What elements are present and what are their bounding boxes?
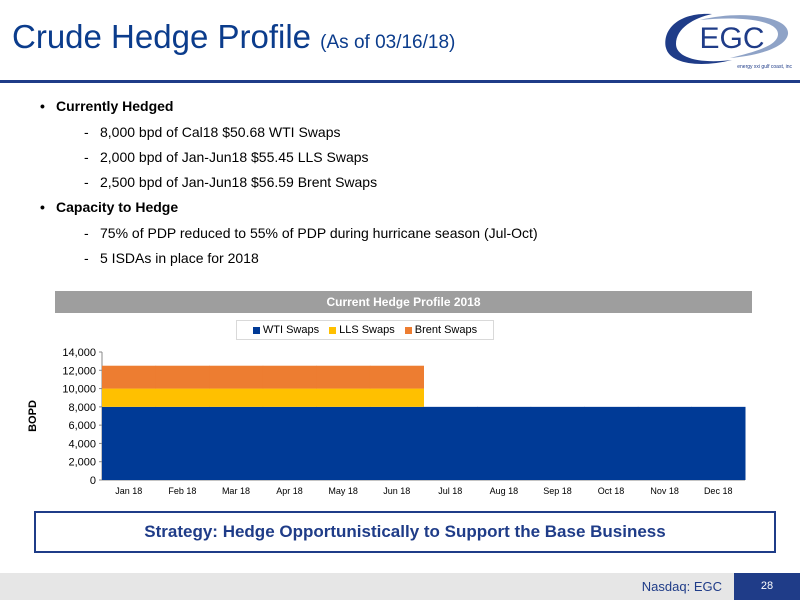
svg-text:EGC: EGC — [699, 22, 764, 55]
bar-lls-swaps — [155, 388, 210, 407]
y-tick-label: 8,000 — [68, 402, 96, 414]
bar-wti-swaps — [262, 406, 317, 480]
legend-item-lls: LLS Swaps — [329, 324, 395, 336]
bar-wti-swaps — [423, 406, 478, 480]
sub-bullet: -5 ISDAs in place for 2018 — [84, 250, 259, 266]
chart-title: Current Hedge Profile 2018 — [55, 291, 752, 313]
x-tick-label: May 18 — [328, 486, 358, 496]
bar-brent-swaps — [369, 365, 424, 389]
page-number: 28 — [734, 573, 800, 600]
y-tick-label: 4,000 — [68, 438, 96, 450]
legend-swatch — [404, 326, 412, 334]
bar-wti-swaps — [209, 406, 264, 480]
bar-wti-swaps — [316, 406, 371, 480]
bullet-currently-hedged: • Currently Hedged — [40, 97, 780, 123]
chart-legend: WTI Swaps LLS Swaps Brent Swaps — [236, 320, 494, 340]
bar-wti-swaps — [155, 406, 210, 480]
sub-bullet: -2,000 bpd of Jan-Jun18 $55.45 LLS Swaps — [84, 149, 369, 165]
x-tick-label: Aug 18 — [490, 486, 519, 496]
bar-lls-swaps — [102, 388, 157, 407]
bar-lls-swaps — [262, 388, 317, 407]
footer: Nasdaq: EGC 28 — [0, 573, 800, 600]
y-tick-label: 0 — [90, 475, 96, 487]
bar-brent-swaps — [262, 365, 317, 389]
bar-lls-swaps — [209, 388, 264, 407]
y-tick-label: 10,000 — [62, 384, 96, 396]
bar-wti-swaps — [477, 406, 532, 480]
y-tick-label: 2,000 — [68, 457, 96, 469]
legend-item-wti: WTI Swaps — [252, 324, 319, 336]
legend-swatch — [329, 326, 337, 334]
svg-text:energy xxi gulf coast, inc: energy xxi gulf coast, inc — [737, 64, 792, 70]
y-tick-label: 6,000 — [68, 420, 96, 432]
bar-lls-swaps — [369, 388, 424, 407]
x-tick-label: Jul 18 — [438, 486, 462, 496]
x-tick-label: Jun 18 — [383, 486, 410, 496]
footer-ticker: Nasdaq: EGC — [641, 579, 722, 594]
bar-brent-swaps — [102, 365, 157, 389]
bar-wti-swaps — [102, 406, 157, 480]
x-tick-label: Nov 18 — [650, 486, 679, 496]
x-tick-label: Oct 18 — [598, 486, 625, 496]
y-tick-label: 12,000 — [62, 365, 96, 377]
x-tick-label: Jan 18 — [115, 486, 142, 496]
bar-brent-swaps — [209, 365, 264, 389]
page-title: Crude Hedge Profile (As of 03/16/18) — [12, 18, 455, 56]
x-tick-label: Sep 18 — [543, 486, 572, 496]
y-tick-label: 14,000 — [62, 347, 96, 359]
header-rule — [0, 80, 800, 83]
bar-brent-swaps — [155, 365, 210, 389]
bar-wti-swaps — [584, 406, 639, 480]
bar-wti-swaps — [369, 406, 424, 480]
legend-item-brent: Brent Swaps — [404, 324, 477, 336]
legend-swatch — [252, 326, 260, 334]
hedge-profile-chart: BOPD 14,000 12,000 10,000 8,000 6,000 4,000 2,0… — [27, 347, 746, 496]
bar-brent-swaps — [316, 365, 371, 389]
bar-lls-swaps — [316, 388, 371, 407]
bar-wti-swaps — [530, 406, 585, 480]
sub-bullet: -75% of PDP reduced to 55% of PDP during… — [84, 225, 538, 241]
y-axis-label: BOPD — [27, 400, 39, 432]
bullet-capacity-to-hedge: • Capacity to Hedge — [40, 198, 780, 224]
bar-wti-swaps — [637, 406, 692, 480]
x-tick-label: Mar 18 — [222, 486, 250, 496]
x-tick-label: Feb 18 — [168, 486, 196, 496]
bar-wti-swaps — [691, 406, 746, 480]
company-logo: EGC energy xxi gulf coast, inc — [665, 13, 792, 70]
bullet-label: Currently Hedged — [56, 98, 174, 114]
page-title-text: Crude Hedge Profile — [12, 18, 311, 55]
strategy-banner: Strategy: Hedge Opportunistically to Sup… — [34, 511, 776, 553]
bullet-label: Capacity to Hedge — [56, 199, 179, 215]
page-subtitle: (As of 03/16/18) — [320, 32, 456, 53]
sub-bullet: -8,000 bpd of Cal18 $50.68 WTI Swaps — [84, 124, 341, 140]
bullet-list: • Currently Hedged -8,000 bpd of Cal18 $… — [40, 97, 780, 274]
sub-bullet: -2,500 bpd of Jan-Jun18 $56.59 Brent Swa… — [84, 174, 378, 190]
x-tick-label: Dec 18 — [704, 486, 733, 496]
x-tick-label: Apr 18 — [276, 486, 303, 496]
